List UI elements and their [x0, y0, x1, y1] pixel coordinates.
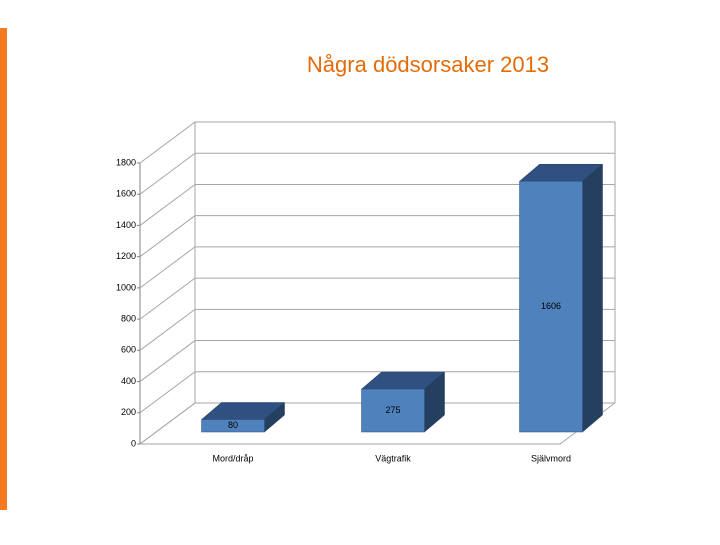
back-wall	[139, 122, 196, 445]
y-tick-label: 1400	[116, 220, 136, 230]
grid-line	[139, 121, 615, 164]
y-tick-label: 1200	[116, 251, 136, 261]
y-tick-label: 0	[131, 438, 136, 448]
grid-line	[139, 371, 615, 414]
x-tick-label: Mord/dråp	[212, 453, 253, 463]
y-tick-label: 1800	[116, 157, 136, 167]
x-tick-label: Vägtrafik	[375, 453, 411, 463]
y-tick-label: 400	[121, 376, 136, 386]
x-tick-label: Självmord	[531, 453, 571, 463]
grid-line	[139, 246, 615, 289]
grid-line	[139, 340, 615, 382]
y-tick-label: 1000	[116, 282, 136, 292]
grid-line	[139, 277, 615, 320]
bar	[361, 388, 425, 433]
data-label: 1606	[541, 301, 561, 311]
grid-line	[139, 402, 615, 445]
grid-line	[139, 183, 615, 226]
y-tick-label: 200	[121, 407, 136, 417]
bar	[201, 419, 265, 433]
y-tick-label: 600	[121, 345, 136, 355]
bar	[519, 181, 583, 433]
bar-side	[582, 163, 603, 433]
chart-title: Några dödsorsaker 2013	[307, 52, 549, 77]
grid-line	[139, 215, 615, 258]
data-label: 80	[228, 420, 238, 430]
grid-line	[139, 152, 615, 195]
accent-stripe	[0, 28, 7, 510]
y-tick-label: 1600	[116, 189, 136, 199]
grid-line	[139, 308, 615, 351]
data-label: 275	[385, 405, 400, 415]
y-tick-label: 800	[121, 313, 136, 323]
